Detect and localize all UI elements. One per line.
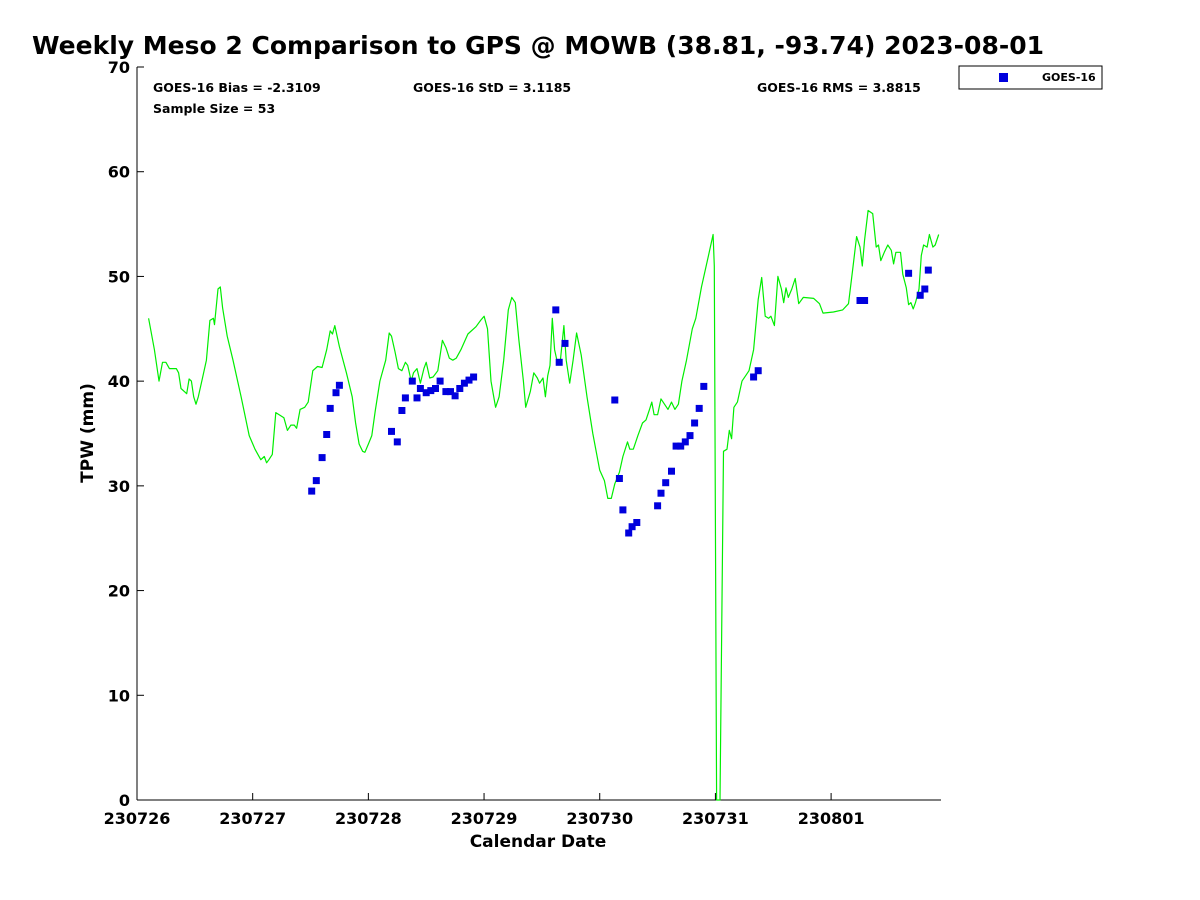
- goes-16-point: [552, 306, 560, 314]
- y-tick-label: 30: [108, 477, 130, 496]
- goes-16-point: [916, 291, 924, 299]
- goes-16-point: [700, 382, 708, 390]
- goes-16-point: [393, 438, 401, 446]
- goes-16-point: [625, 529, 633, 537]
- goes-16-point: [754, 367, 762, 375]
- goes-16-point: [921, 285, 929, 293]
- x-tick-label: 230727: [219, 809, 286, 828]
- x-tick-label: 230731: [682, 809, 749, 828]
- goes-16-point: [335, 381, 343, 389]
- goes-16-point: [657, 489, 665, 497]
- goes-16-point: [308, 487, 316, 495]
- gps-line: [148, 209, 940, 801]
- gps-series: [148, 209, 940, 801]
- legend: GOES-16: [958, 65, 1103, 90]
- y-tick-label: 40: [108, 372, 130, 391]
- goes-16-series: [308, 266, 932, 537]
- goes-16-point: [856, 297, 864, 304]
- goes-16-point: [456, 385, 464, 392]
- goes-16-point: [408, 377, 416, 385]
- x-tick-label: 230730: [566, 809, 633, 828]
- y-tick-label: 50: [108, 267, 130, 286]
- x-tick-label: 230726: [104, 809, 171, 828]
- goes-16-point: [447, 388, 454, 396]
- goes-16-point: [686, 432, 694, 440]
- goes-16-point: [401, 394, 409, 402]
- legend-box: [958, 65, 1103, 90]
- y-tick-label: 20: [108, 582, 130, 601]
- chart-title: Weekly Meso 2 Comparison to GPS @ MOWB (…: [32, 31, 1044, 60]
- goes-16-point: [561, 339, 569, 347]
- goes-16-point: [615, 475, 623, 482]
- goes-16-point: [611, 396, 619, 404]
- goes-16-point: [677, 442, 685, 450]
- y-tick-label: 70: [108, 58, 130, 77]
- goes-16-point: [326, 404, 334, 412]
- stat-sample-size: Sample Size = 53: [153, 101, 275, 116]
- axes: [136, 67, 941, 801]
- stat-std: GOES-16 StD = 3.1185: [413, 80, 571, 95]
- goes-16-point: [398, 407, 406, 414]
- goes-16-point: [312, 477, 320, 485]
- goes-16-point: [633, 519, 641, 526]
- legend-marker: [999, 73, 1008, 82]
- stat-bias: GOES-16 Bias = -2.3109: [153, 80, 321, 95]
- goes-16-point: [695, 404, 703, 412]
- goes-16-point: [905, 269, 913, 277]
- goes-16-point: [861, 297, 869, 304]
- goes-16-point: [413, 394, 421, 402]
- goes-16-point: [465, 376, 473, 384]
- legend-label: GOES-16: [1042, 71, 1096, 84]
- stat-rms: GOES-16 RMS = 3.8815: [757, 80, 921, 95]
- goes-16-point: [681, 438, 689, 446]
- goes-16-point: [416, 385, 424, 392]
- goes-16-point: [668, 467, 675, 475]
- y-tick-label: 0: [119, 791, 130, 810]
- goes-16-point: [672, 442, 680, 450]
- y-axis-label: TPW (mm): [78, 383, 98, 483]
- goes-16-point: [451, 392, 459, 400]
- goes-16-point: [332, 389, 340, 397]
- goes-16-point: [750, 373, 758, 381]
- goes-16-point: [619, 506, 627, 514]
- goes-16-point: [555, 358, 563, 366]
- goes-16-point: [628, 523, 636, 531]
- x-axis-label: Calendar Date: [470, 832, 607, 852]
- goes-16-point: [388, 427, 395, 435]
- goes-16-point: [323, 431, 331, 438]
- goes-16-point: [654, 502, 662, 510]
- tick-marks: 0 10 20 30 40 50 60 70 230726 230727 230728 230729 2…: [104, 58, 865, 828]
- goes-16-point: [432, 385, 439, 392]
- goes-16-point: [427, 387, 435, 395]
- goes-16-point: [691, 419, 699, 427]
- y-tick-label: 60: [108, 163, 130, 182]
- x-tick-label: 230801: [798, 809, 865, 828]
- goes-16-point: [470, 373, 478, 381]
- x-tick-label: 230729: [451, 809, 518, 828]
- x-tick-label: 230728: [335, 809, 402, 828]
- goes-16-point: [436, 377, 444, 385]
- goes-16-point: [442, 388, 450, 396]
- goes-16-point: [662, 479, 670, 487]
- goes-16-point: [422, 389, 430, 397]
- goes-16-point: [924, 266, 932, 274]
- goes-16-point: [318, 454, 326, 462]
- y-tick-label: 10: [108, 686, 130, 705]
- goes-16-point: [460, 379, 468, 387]
